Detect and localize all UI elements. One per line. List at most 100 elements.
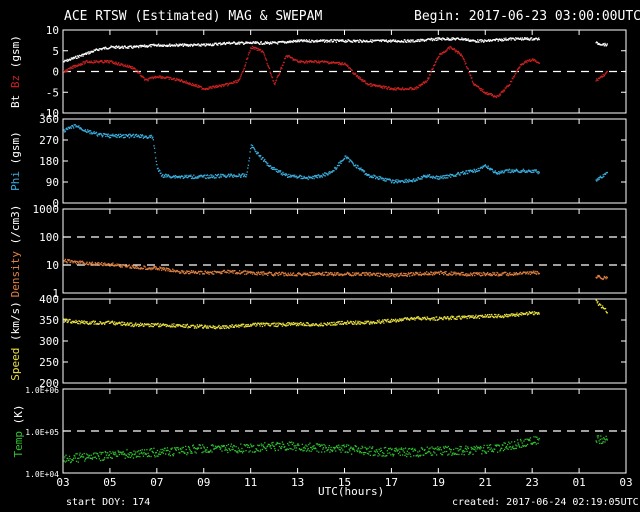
data-point-temp — [211, 444, 214, 446]
data-point-bz — [330, 62, 332, 64]
data-point-phi — [337, 164, 339, 167]
data-point-density — [267, 274, 269, 277]
data-point-bz — [528, 60, 530, 62]
data-point-speed — [319, 325, 322, 327]
data-point-temp — [287, 442, 289, 445]
data-point-speed — [189, 326, 191, 328]
data-point-temp — [394, 448, 396, 450]
data-point-speed — [132, 323, 134, 326]
data-point-speed — [489, 316, 491, 318]
data-point-phi — [384, 180, 386, 182]
data-point-bz — [284, 57, 286, 59]
data-point-bz — [374, 85, 377, 87]
data-point-bz — [507, 85, 509, 88]
data-point-bt — [372, 39, 374, 41]
data-point-speed — [494, 313, 496, 316]
data-point-density — [148, 267, 150, 269]
data-point-speed — [287, 324, 289, 326]
data-point-bz — [158, 77, 160, 79]
data-point-density — [431, 273, 433, 275]
data-point-density — [348, 272, 350, 274]
data-point-phi — [214, 174, 217, 176]
data-point-density — [526, 271, 529, 273]
data-point-phi — [158, 170, 160, 172]
data-point-density — [529, 273, 532, 276]
data-point-density — [83, 262, 85, 265]
data-point-bz — [505, 86, 508, 88]
data-point-speed — [85, 322, 88, 324]
data-point-speed — [264, 324, 266, 327]
data-point-density — [450, 273, 452, 275]
data-point-density — [598, 274, 600, 277]
data-point-bz — [267, 64, 269, 66]
data-point-bt — [429, 38, 431, 40]
data-point-phi — [595, 179, 597, 181]
data-point-phi — [162, 174, 164, 176]
data-point-phi — [501, 170, 503, 173]
data-point-temp — [77, 457, 79, 460]
data-point-density — [370, 273, 373, 275]
data-point-density — [142, 267, 145, 270]
data-point-phi — [306, 177, 309, 179]
data-point-phi — [522, 168, 525, 170]
data-point-density — [494, 272, 496, 274]
data-point-density — [508, 274, 510, 276]
data-point-speed — [93, 323, 95, 325]
data-point-temp — [261, 445, 263, 447]
data-point-bz — [89, 61, 92, 64]
data-point-bz — [534, 60, 536, 62]
data-point-bt — [523, 38, 525, 40]
data-point-phi — [170, 176, 173, 179]
data-point-density — [379, 275, 381, 278]
data-point-density — [445, 271, 447, 273]
data-point-bt — [162, 45, 164, 47]
data-point-speed — [80, 321, 82, 324]
data-point-bz — [481, 89, 483, 91]
data-point-phi — [511, 171, 513, 173]
data-point-density — [363, 272, 365, 274]
data-point-bz — [197, 84, 200, 87]
data-point-density — [474, 274, 476, 277]
data-point-bz — [226, 82, 228, 85]
data-point-speed — [382, 320, 384, 322]
series-speed — [63, 299, 608, 330]
data-point-bt — [325, 39, 328, 42]
data-point-phi — [431, 177, 434, 179]
data-point-bt — [483, 41, 485, 43]
data-point-bz — [460, 53, 462, 55]
data-point-phi — [109, 134, 111, 136]
data-point-bz — [444, 51, 446, 53]
data-point-density — [475, 273, 478, 275]
data-point-density — [329, 273, 331, 275]
data-point-temp — [318, 443, 320, 446]
data-point-bz — [105, 61, 108, 63]
data-point-bt — [78, 56, 80, 59]
data-point-phi — [150, 135, 153, 137]
data-point-bt — [213, 43, 216, 45]
data-point-bt — [404, 40, 407, 43]
data-point-bt — [128, 47, 130, 49]
data-point-temp — [141, 449, 143, 451]
data-point-bt — [122, 47, 125, 49]
data-point-temp — [328, 447, 330, 449]
data-point-density — [418, 273, 421, 275]
data-point-speed — [256, 324, 258, 326]
data-point-density — [480, 275, 482, 277]
data-point-bt — [412, 39, 414, 41]
data-point-temp — [245, 449, 247, 452]
data-point-density — [169, 269, 172, 271]
data-point-bz — [349, 67, 352, 70]
data-point-density — [234, 270, 236, 272]
data-point-speed — [390, 321, 392, 323]
data-point-phi — [525, 170, 528, 172]
data-point-phi — [105, 135, 107, 138]
data-point-temp — [97, 452, 99, 455]
data-point-bt — [319, 40, 321, 43]
data-point-density — [501, 274, 503, 276]
data-point-speed — [267, 322, 269, 325]
data-point-bt — [115, 47, 117, 50]
data-point-density — [219, 271, 221, 273]
data-point-speed — [349, 322, 351, 324]
data-point-phi — [220, 173, 222, 175]
data-point-phi — [275, 168, 277, 170]
